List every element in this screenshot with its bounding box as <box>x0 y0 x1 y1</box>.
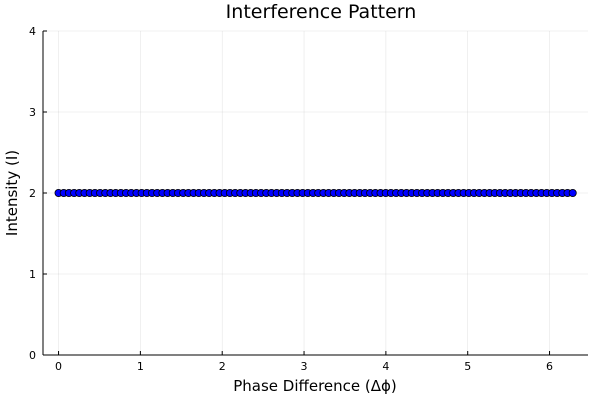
y-tick-label: 2 <box>29 187 36 200</box>
x-tick-label: 1 <box>137 360 144 373</box>
x-tick-labels: 0 1 2 3 4 5 6 <box>55 360 553 373</box>
data-points <box>54 188 577 197</box>
x-tick-label: 6 <box>546 360 553 373</box>
x-tick-label: 4 <box>382 360 389 373</box>
x-tick-label: 3 <box>301 360 308 373</box>
data-point <box>568 188 577 197</box>
x-tick-label: 2 <box>219 360 226 373</box>
y-tick-label: 0 <box>29 349 36 362</box>
y-axis-label: Intensity (I) <box>3 150 21 236</box>
x-tick-label: 0 <box>55 360 62 373</box>
y-tick-labels: 0 1 2 3 4 <box>29 25 36 362</box>
tick-marks <box>43 30 551 356</box>
y-tick-label: 4 <box>29 25 36 38</box>
y-tick-label: 3 <box>29 106 36 119</box>
x-axis-label: Phase Difference (Δϕ) <box>233 377 397 395</box>
chart-title: Interference Pattern <box>226 1 417 23</box>
y-tick-label: 1 <box>29 268 36 281</box>
x-tick-label: 5 <box>464 360 471 373</box>
